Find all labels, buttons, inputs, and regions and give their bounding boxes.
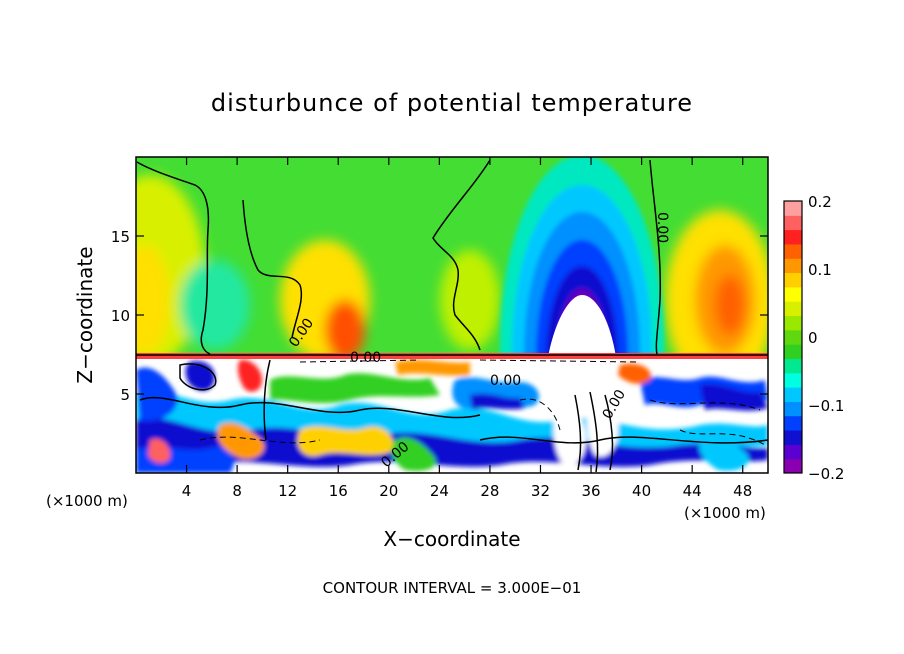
- x-tick-label: 48: [733, 482, 752, 500]
- y-tick-label: 10: [111, 307, 130, 325]
- x-unit-left: (×1000 m): [46, 492, 128, 510]
- contour-label: 0.00: [654, 212, 670, 243]
- colorbar-tick-label: 0: [808, 329, 818, 347]
- contour-lower-6: [263, 359, 271, 441]
- contour-interval-note: CONTOUR INTERVAL = 3.000E−01: [323, 579, 582, 597]
- contour-lower-5: [604, 394, 614, 471]
- plot-field: 0.00 0.00 0.00 0.00 0.00 0.00: [136, 157, 768, 473]
- contour-zero-right: [649, 159, 662, 355]
- x-tick-label: 40: [632, 482, 651, 500]
- colorbar-tick-label: −0.2: [808, 465, 844, 483]
- colorbar-swatch: [784, 458, 802, 474]
- colorbar-swatch: [784, 358, 802, 374]
- colorbar-swatch: [784, 201, 802, 216]
- x-axis: 4 8 12 16 20 24 28 32 36 40 44 48: [182, 157, 752, 500]
- contour-zero-center-left: [242, 199, 303, 339]
- x-tick-label: 8: [232, 482, 242, 500]
- contour-lines-dashed: [199, 359, 766, 446]
- chart-title: disturbunce of potential temperature: [211, 89, 693, 117]
- contour-lines: [136, 159, 768, 473]
- field-left-cool: [180, 260, 250, 350]
- x-tick-label: 4: [182, 482, 192, 500]
- field-left-warm-core: [136, 245, 170, 355]
- colorbar-swatch: [784, 215, 802, 231]
- contour-zero-center: [432, 159, 491, 351]
- field-interface-band: [136, 353, 768, 359]
- colorbar-tick-label: −0.1: [808, 397, 844, 415]
- field-right-warm-inner: [715, 275, 745, 335]
- colorbar-swatch: [784, 329, 802, 345]
- y-axis: 5 10 15: [111, 228, 768, 404]
- contour-lower-7: [179, 363, 217, 391]
- colorbar-swatch: [784, 272, 802, 288]
- field-center-warm: [440, 250, 500, 350]
- contour-label: 0.00: [350, 350, 381, 366]
- field-lower-structures: [136, 359, 768, 473]
- y-tick-label: 15: [111, 228, 130, 246]
- x-tick-label: 16: [329, 482, 348, 500]
- colorbar-swatch: [784, 229, 802, 245]
- colorbar-swatch: [784, 444, 802, 460]
- contour-lower-4: [589, 391, 599, 473]
- contour-zero-left: [136, 161, 211, 355]
- x-tick-label: 24: [430, 482, 449, 500]
- colorbar: 0.2 0.1 0 −0.1 −0.2: [783, 193, 844, 483]
- x-tick-label: 12: [278, 482, 297, 500]
- colorbar-swatch: [784, 258, 802, 274]
- field-cold-dome-core: [548, 295, 616, 357]
- colorbar-swatch: [784, 344, 802, 359]
- colorbar-tick-label: 0.1: [808, 261, 832, 279]
- x-tick-label: 28: [480, 482, 499, 500]
- colorbar-swatch: [784, 372, 802, 388]
- x-tick-label: 32: [531, 482, 550, 500]
- y-tick-label: 5: [120, 386, 130, 404]
- colorbar-swatch: [784, 387, 802, 402]
- x-axis-label: X−coordinate: [383, 527, 520, 551]
- colorbar-swatch: [784, 301, 802, 317]
- x-tick-label: 20: [379, 482, 398, 500]
- contour-lower-1: [139, 396, 481, 419]
- colorbar-swatch: [784, 401, 802, 417]
- contour-lower-3: [574, 394, 582, 471]
- colorbar-swatch: [784, 415, 802, 431]
- colorbar-tick-label: 0.2: [808, 193, 832, 211]
- colorbar-swatch: [784, 430, 802, 445]
- colorbar-swatch: [784, 286, 802, 302]
- y-axis-label: Z−coordinate: [73, 246, 97, 383]
- colorbar-frame: [783, 200, 803, 474]
- x-tick-label: 36: [581, 482, 600, 500]
- colorbar-swatch: [784, 315, 802, 331]
- field-mid-warm-core: [325, 300, 365, 360]
- x-unit-right: (×1000 m): [684, 504, 766, 522]
- colorbar-swatch: [784, 243, 802, 259]
- contour-lower-2: [479, 436, 768, 444]
- x-tick-label: 44: [683, 482, 702, 500]
- contour-label: 0.00: [490, 373, 521, 389]
